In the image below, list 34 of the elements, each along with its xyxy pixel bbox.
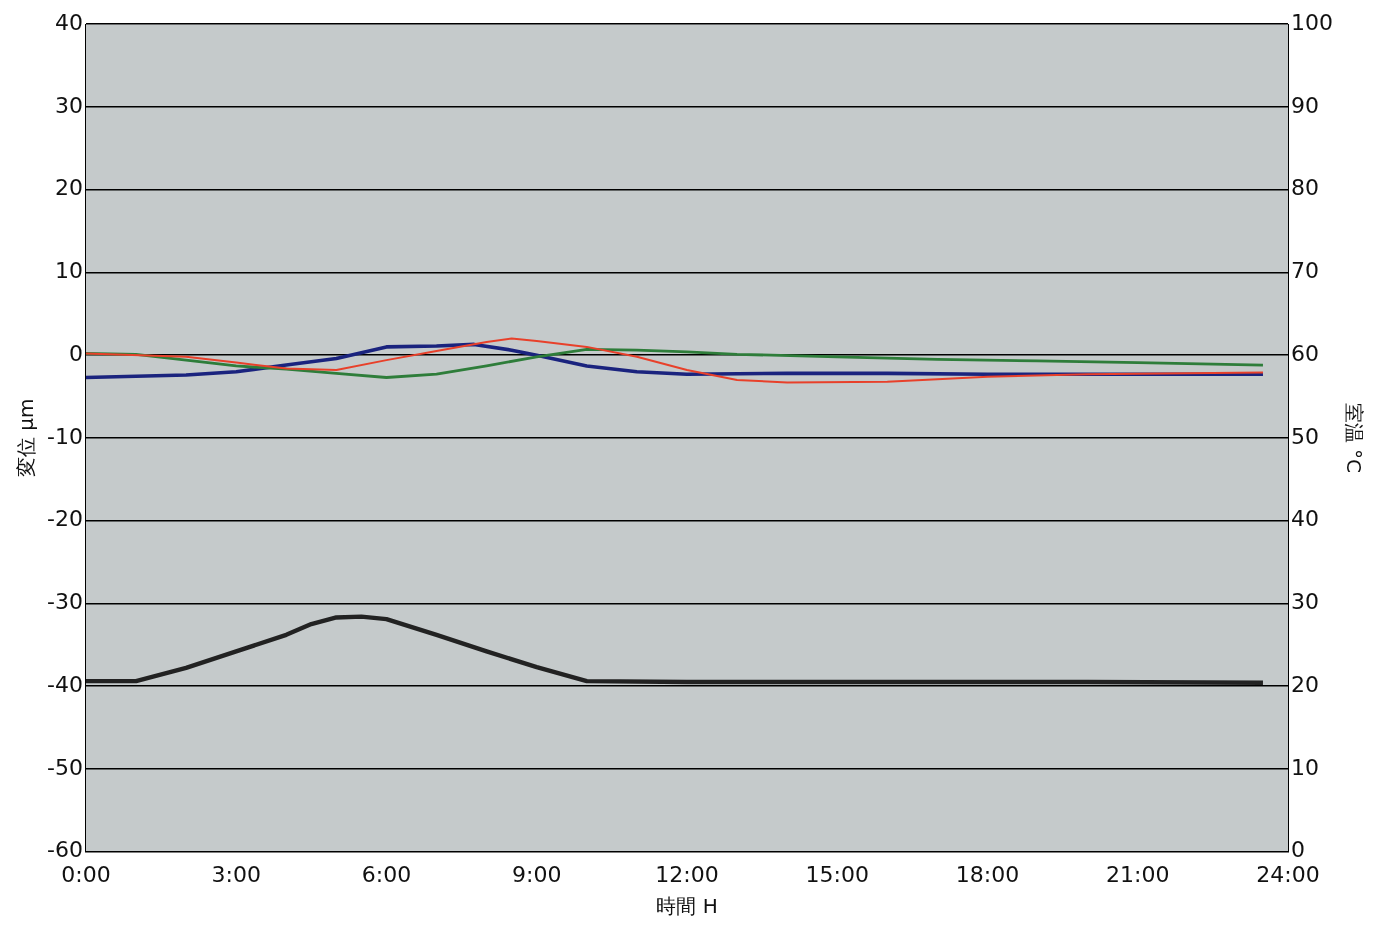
- y2-tick-label: 90: [1291, 92, 1320, 118]
- x-tick-label: 15:00: [805, 861, 869, 887]
- y2-axis-title: 室温 °C: [1341, 402, 1366, 474]
- y-tick-label: -10: [47, 423, 83, 449]
- x-tick-label: 18:00: [955, 861, 1020, 887]
- x-tick-label: 21:00: [1106, 861, 1170, 887]
- y-tick-label: 20: [54, 175, 83, 201]
- y2-tick-label: 10: [1291, 754, 1320, 780]
- x-tick-label: 9:00: [512, 861, 562, 887]
- x-tick-label: 12:00: [655, 861, 719, 887]
- y2-tick-label: 20: [1291, 671, 1320, 697]
- y-tick-label: 30: [54, 92, 83, 118]
- y2-tick-label: 60: [1291, 340, 1320, 366]
- y2-tick-label: 80: [1291, 175, 1320, 201]
- x-tick-label: 24:00: [1256, 861, 1320, 887]
- y2-tick-label: 50: [1291, 423, 1320, 449]
- x-tick-label: 3:00: [211, 861, 261, 887]
- y-tick-label: -50: [47, 754, 83, 780]
- y2-tick-label: 40: [1291, 506, 1320, 532]
- y-tick-label: -60: [47, 837, 83, 863]
- y-axis-title: 変位 μm: [14, 398, 39, 478]
- y-tick-label: 40: [54, 9, 83, 35]
- x-axis-title: 時間 H: [656, 894, 718, 919]
- y-tick-label: -20: [47, 506, 83, 532]
- x-tick-label: 6:00: [361, 861, 412, 887]
- y2-tick-label: 70: [1291, 258, 1320, 284]
- y2-tick-label: 30: [1291, 589, 1320, 615]
- y2-tick-label: 100: [1291, 9, 1334, 35]
- y2-tick-label: 0: [1291, 837, 1306, 863]
- x-tick-label: 0:00: [61, 861, 111, 887]
- y-tick-label: 0: [68, 340, 83, 366]
- y-tick-label: -40: [47, 671, 83, 697]
- y-tick-label: 10: [54, 258, 83, 284]
- y-tick-label: -30: [47, 589, 83, 615]
